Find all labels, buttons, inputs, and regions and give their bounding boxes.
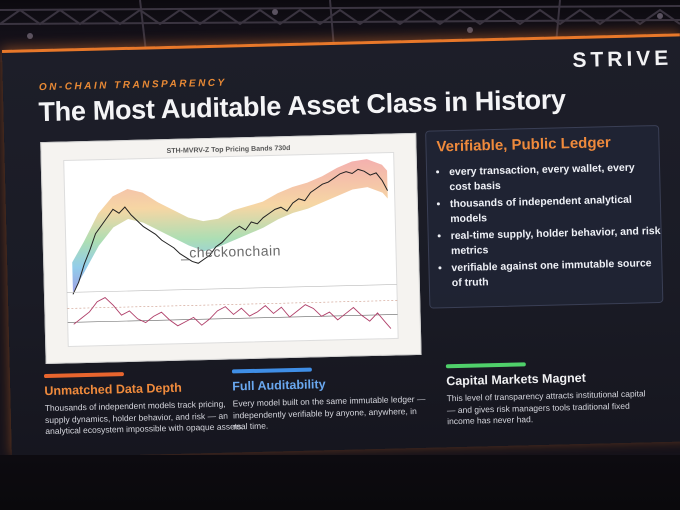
pricing-bands <box>72 159 388 293</box>
panel-bullet: verifiable against one immutable source … <box>451 256 662 290</box>
brand-logo: STRIVE <box>572 46 673 73</box>
panel-title: Verifiable, Public Ledger <box>436 134 611 156</box>
column-auditability: Full Auditability Every model built on t… <box>231 365 428 433</box>
chart-image: STH-MVRV-Z Top Pricing Bands 730d _check… <box>40 132 422 365</box>
stage-truss-icon <box>0 0 680 53</box>
chart-watermark: _checkonchain <box>180 242 282 261</box>
panel-bullet: thousands of independent analytical mode… <box>450 192 661 226</box>
accent-bar-green <box>445 362 526 369</box>
column-text: Thousands of independent models track pr… <box>44 398 244 437</box>
column-data-depth: Unmatched Data Depth Thousands of indepe… <box>43 369 245 437</box>
price-series <box>72 168 388 295</box>
presentation-screen: ON-CHAIN TRANSPARENCY STRIVE The Most Au… <box>2 33 680 458</box>
panel-bullet: every transaction, every wallet, every c… <box>449 160 660 194</box>
column-title: Full Auditability <box>232 377 326 394</box>
chart-graphic <box>63 151 399 347</box>
room-floor <box>0 455 680 510</box>
ledger-panel: Verifiable, Public Ledger every transact… <box>425 124 664 309</box>
column-title: Capital Markets Magnet <box>446 370 586 389</box>
column-title: Unmatched Data Depth <box>44 380 183 399</box>
column-text: Every model built on the same immutable … <box>232 393 426 432</box>
accent-bar-orange <box>43 372 125 379</box>
panel-bullet: real-time supply, holder behavior, and r… <box>451 224 662 258</box>
accent-bar-blue <box>231 367 312 374</box>
column-text: This level of transparency attracts inst… <box>446 388 646 427</box>
eyebrow-label: ON-CHAIN TRANSPARENCY <box>38 77 227 94</box>
oscillator-series <box>73 297 392 329</box>
column-capital-markets: Capital Markets Magnet This level of tra… <box>445 359 652 427</box>
panel-bullet-list: every transaction, every wallet, every c… <box>435 160 662 293</box>
